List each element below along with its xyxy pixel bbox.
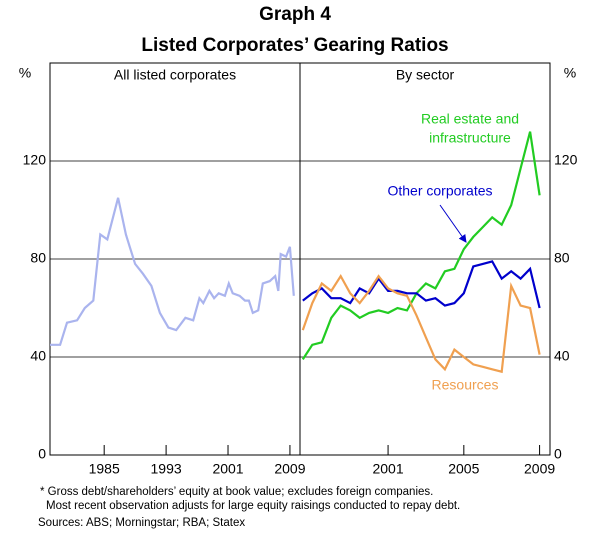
x-tick-label: 1985 xyxy=(89,461,120,477)
line-series xyxy=(50,197,295,346)
x-tick-label: 1993 xyxy=(151,461,182,477)
y-tick-label: 0 xyxy=(554,446,562,462)
y-tick-label: 40 xyxy=(554,348,570,364)
x-tick-label: 2009 xyxy=(274,461,305,477)
line-series xyxy=(301,131,541,360)
y-tick-label: 0 xyxy=(38,446,46,462)
y-tick-label: 80 xyxy=(30,250,46,266)
panel-title: All listed corporates xyxy=(114,67,236,83)
x-tick-label: 2005 xyxy=(448,461,479,477)
y-tick-label: 120 xyxy=(23,152,47,168)
annotation: Other corporates xyxy=(387,183,492,199)
line-series xyxy=(302,260,541,309)
chart-title: Graph 4 xyxy=(259,4,331,25)
x-tick-label: 2001 xyxy=(372,461,403,477)
annotation: infrastructure xyxy=(429,130,511,146)
y-axis-label: % xyxy=(564,65,576,81)
annotation: Resources xyxy=(432,377,499,393)
x-tick-label: 2009 xyxy=(524,461,555,477)
y-tick-label: 120 xyxy=(554,152,578,168)
panel-title: By sector xyxy=(396,67,455,83)
footnote: * Gross debt/shareholders’ equity at boo… xyxy=(40,486,433,498)
annotation-arrow xyxy=(439,204,467,243)
line-series xyxy=(301,273,541,374)
y-tick-label: 80 xyxy=(554,250,570,266)
sources: Sources: ABS; Morningstar; RBA; Statex xyxy=(38,517,245,529)
y-axis-label: % xyxy=(19,65,31,81)
footnote: Most recent observation adjusts for larg… xyxy=(46,500,460,512)
chart-subtitle: Listed Corporates’ Gearing Ratios xyxy=(141,35,448,56)
y-tick-label: 40 xyxy=(30,348,46,364)
x-tick-label: 2001 xyxy=(212,461,243,477)
annotation: Real estate and xyxy=(421,111,519,127)
